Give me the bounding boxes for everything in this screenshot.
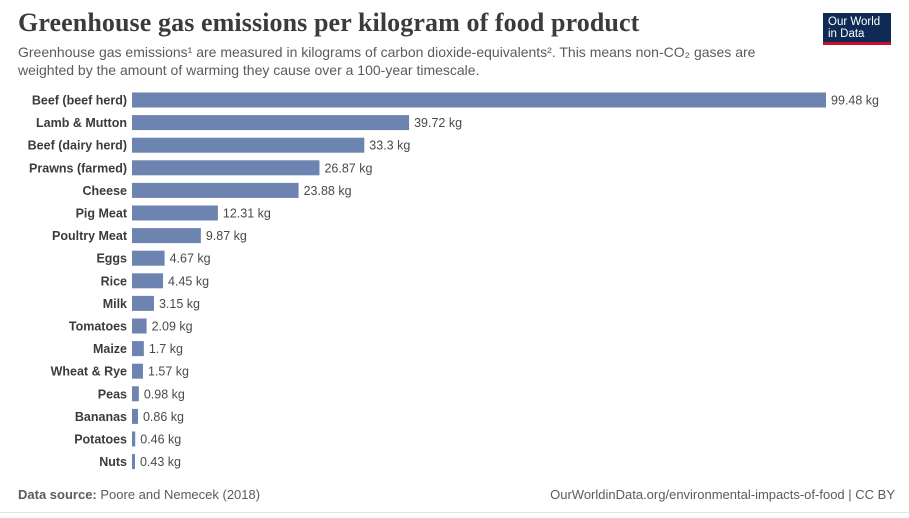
value-label-nuts: 0.43 kg bbox=[140, 455, 181, 469]
bar-chart: Beef (beef herd) 99.48 kg Lamb & Mutton 39.… bbox=[28, 92, 879, 470]
value-label-milk: 3.15 kg bbox=[159, 297, 200, 311]
bar-rice[interactable] bbox=[132, 273, 164, 289]
bar-nuts[interactable] bbox=[132, 454, 135, 470]
value-label-rice: 4.45 kg bbox=[168, 274, 209, 288]
bar-bananas[interactable] bbox=[132, 408, 138, 424]
value-label-beef-dairy-herd: 33.3 kg bbox=[369, 139, 410, 153]
category-label-maize: Maize bbox=[93, 342, 127, 356]
bar-milk[interactable] bbox=[132, 295, 154, 311]
bar-pig-meat[interactable] bbox=[132, 205, 218, 221]
category-label-prawns-farmed: Prawns (farmed) bbox=[29, 161, 127, 175]
value-label-pig-meat: 12.31 kg bbox=[223, 207, 271, 221]
data-source: Data source: Poore and Nemecek (2018) bbox=[18, 487, 260, 502]
value-label-potatoes: 0.46 kg bbox=[140, 433, 181, 447]
source-url-link[interactable]: OurWorldinData.org/environmental-impacts… bbox=[550, 487, 895, 502]
value-label-peas: 0.98 kg bbox=[144, 387, 185, 401]
category-label-lamb-mutton: Lamb & Mutton bbox=[36, 116, 127, 130]
value-label-maize: 1.7 kg bbox=[149, 342, 183, 356]
category-label-bananas: Bananas bbox=[75, 410, 127, 424]
bar-beef-dairy-herd[interactable] bbox=[132, 137, 365, 153]
category-label-pig-meat: Pig Meat bbox=[76, 207, 128, 221]
chart-title: Greenhouse gas emissions per kilogram of… bbox=[18, 8, 640, 37]
category-label-peas: Peas bbox=[98, 387, 127, 401]
bar-eggs[interactable] bbox=[132, 250, 165, 266]
bar-prawns-farmed[interactable] bbox=[132, 160, 320, 176]
value-label-bananas: 0.86 kg bbox=[143, 410, 184, 424]
bar-lamb-mutton[interactable] bbox=[132, 115, 410, 131]
category-label-cheese: Cheese bbox=[83, 184, 128, 198]
category-label-potatoes: Potatoes bbox=[74, 433, 127, 447]
bar-wheat-rye[interactable] bbox=[132, 363, 143, 379]
value-label-cheese: 23.88 kg bbox=[304, 184, 352, 198]
value-label-prawns-farmed: 26.87 kg bbox=[324, 161, 372, 175]
category-label-poultry-meat: Poultry Meat bbox=[52, 229, 128, 243]
category-label-eggs: Eggs bbox=[96, 252, 127, 266]
category-label-rice: Rice bbox=[101, 274, 127, 288]
category-label-wheat-rye: Wheat & Rye bbox=[51, 365, 127, 379]
value-label-wheat-rye: 1.57 kg bbox=[148, 365, 189, 379]
chart-subtitle: Greenhouse gas emissions¹ are measured i… bbox=[18, 44, 756, 78]
data-source-text: Poore and Nemecek (2018) bbox=[100, 487, 261, 502]
value-label-eggs: 4.67 kg bbox=[170, 252, 211, 266]
owid-logo[interactable]: Our World in Data bbox=[823, 13, 891, 45]
value-label-beef-beef-herd: 99.48 kg bbox=[831, 94, 879, 108]
category-label-beef-dairy-herd: Beef (dairy herd) bbox=[28, 139, 127, 153]
bar-maize[interactable] bbox=[132, 341, 144, 357]
bar-peas[interactable] bbox=[132, 386, 139, 402]
data-source-label: Data source: bbox=[18, 487, 97, 502]
bar-poultry-meat[interactable] bbox=[132, 228, 201, 244]
bar-potatoes[interactable] bbox=[132, 431, 136, 447]
value-label-poultry-meat: 9.87 kg bbox=[206, 229, 247, 243]
category-label-milk: Milk bbox=[103, 297, 127, 311]
bar-beef-beef-herd[interactable] bbox=[132, 92, 826, 108]
logo-line-1: Our World bbox=[828, 16, 881, 28]
bar-cheese[interactable] bbox=[132, 182, 299, 198]
logo-line-2: in Data bbox=[828, 28, 865, 40]
bottom-divider bbox=[0, 512, 909, 513]
category-label-tomatoes: Tomatoes bbox=[69, 320, 127, 334]
value-label-lamb-mutton: 39.72 kg bbox=[414, 116, 462, 130]
category-label-beef-beef-herd: Beef (beef herd) bbox=[32, 94, 127, 108]
category-label-nuts: Nuts bbox=[99, 455, 127, 469]
bar-tomatoes[interactable] bbox=[132, 318, 147, 334]
value-label-tomatoes: 2.09 kg bbox=[152, 320, 193, 334]
